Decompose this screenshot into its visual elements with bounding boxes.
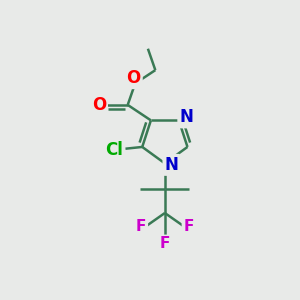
Text: Cl: Cl (105, 141, 123, 159)
Text: F: F (160, 236, 170, 251)
Text: F: F (184, 219, 194, 234)
Text: F: F (136, 219, 146, 234)
Text: O: O (127, 69, 141, 87)
Text: O: O (92, 96, 106, 114)
Text: N: N (179, 108, 193, 126)
Text: N: N (164, 156, 178, 174)
